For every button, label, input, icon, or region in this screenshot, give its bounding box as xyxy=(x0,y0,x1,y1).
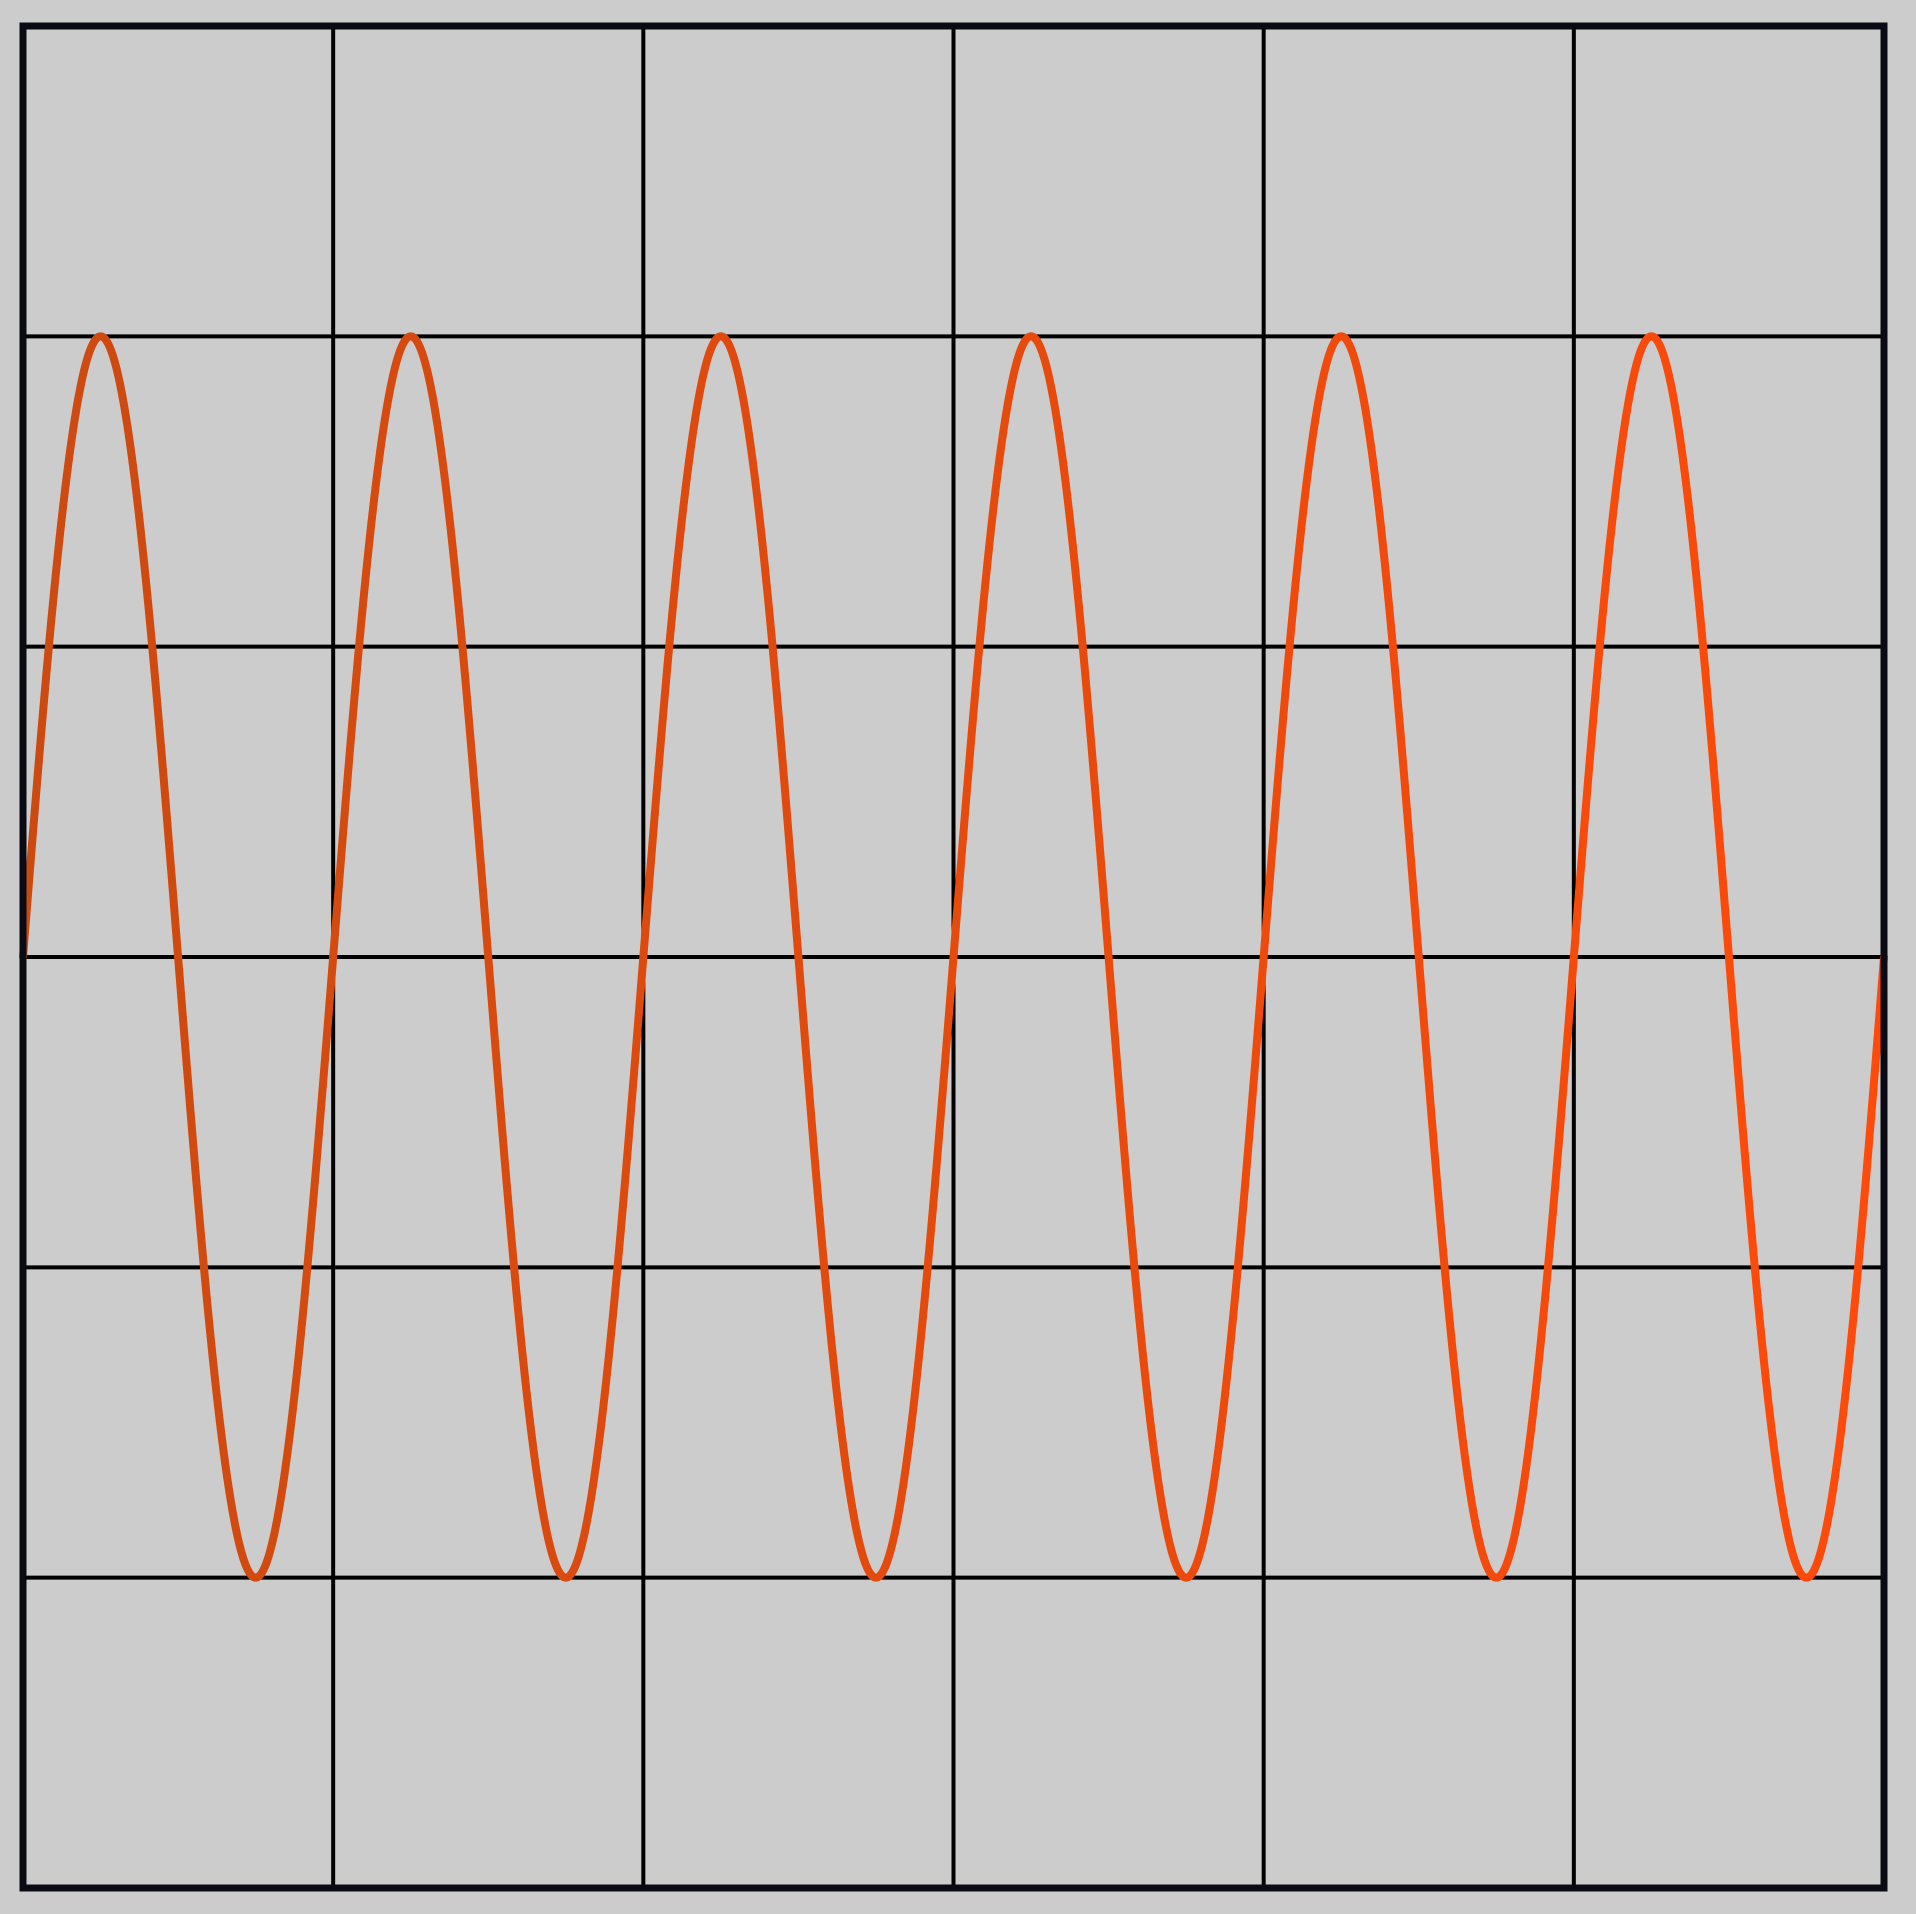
plot-frame xyxy=(19,22,1888,1892)
series-sine-wave xyxy=(19,332,1888,1582)
